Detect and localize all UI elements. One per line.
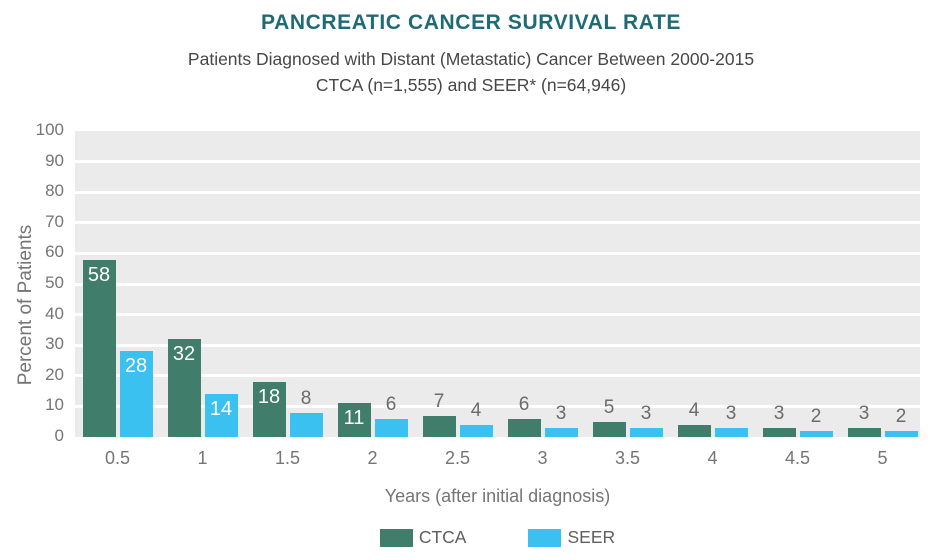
bar-seer-4 (714, 427, 748, 437)
gridline-90 (75, 160, 920, 164)
legend-label-ctca: CTCA (418, 527, 467, 547)
legend: CTCA SEER (75, 527, 920, 548)
y-tick-label-70: 70 (45, 211, 64, 231)
y-tick-label-80: 80 (45, 181, 64, 201)
bar-ctca-3.5 (592, 421, 626, 437)
x-tick-label-3: 3 (537, 448, 548, 468)
bar-seer-2.5 (459, 424, 493, 437)
x-tick-label-5: 5 (877, 448, 888, 468)
bar-value-label-ctca-4: 4 (688, 399, 700, 421)
chart-subtitle: Patients Diagnosed with Distant (Metasta… (0, 46, 942, 98)
y-tick-label-90: 90 (45, 150, 64, 170)
x-axis-label: Years (after initial diagnosis) (384, 486, 611, 506)
chart-subtitle-line-1: Patients Diagnosed with Distant (Metasta… (187, 49, 755, 69)
x-tick-label-4: 4 (707, 448, 718, 468)
bar-seer-1.5 (289, 412, 323, 437)
bar-value-label-seer-1: 14 (209, 398, 233, 421)
bar-ctca-1.5 (252, 381, 286, 437)
y-tick-label-10: 10 (45, 395, 64, 415)
bar-seer-3 (544, 427, 578, 437)
x-tick-label-0.5: 0.5 (104, 448, 131, 468)
legend-swatch-seer (528, 528, 562, 547)
gridline-60 (75, 251, 920, 255)
bar-value-label-ctca-2: 11 (343, 407, 365, 430)
y-tick-label-60: 60 (45, 242, 64, 262)
gridline-50 (75, 282, 920, 286)
chart-title: PANCREATIC CANCER SURVIVAL RATE (261, 11, 681, 34)
gridline-10 (75, 404, 920, 408)
bar-ctca-5 (847, 427, 881, 437)
bar-ctca-2 (337, 403, 371, 437)
plot-area: 58 28 32 14 18 8 11 6 7 4 6 3 5 3 4 3 3 2 3 2 (75, 131, 920, 437)
bar-ctca-1 (167, 339, 201, 437)
bar-value-label-ctca-3: 6 (518, 393, 530, 415)
bar-seer-4.5 (799, 430, 833, 437)
x-tick-label-3.5: 3.5 (614, 448, 641, 468)
gridline-20 (75, 374, 920, 378)
y-tick-label-20: 20 (45, 364, 64, 384)
legend-item-seer: SEER (528, 527, 615, 548)
y-tick-label-40: 40 (45, 303, 64, 323)
x-tick-label-2.5: 2.5 (444, 448, 471, 468)
bar-value-label-seer-1.5: 8 (300, 387, 312, 409)
bar-ctca-0.5 (82, 259, 116, 437)
gridline-40 (75, 313, 920, 317)
bar-value-label-seer-0.5: 28 (124, 355, 148, 378)
legend-item-ctca: CTCA (379, 527, 467, 548)
bar-value-label-ctca-1.5: 18 (257, 385, 281, 408)
chart-subtitle-line-2: CTCA (n=1,555) and SEER* (n=64,946) (315, 75, 627, 95)
bar-value-label-seer-2: 6 (385, 393, 397, 415)
bar-value-label-seer-3: 3 (555, 402, 567, 424)
legend-label-seer: SEER (567, 527, 616, 547)
legend-swatch-ctca (379, 528, 413, 547)
gridline-30 (75, 343, 920, 347)
y-tick-label-50: 50 (45, 273, 64, 292)
bar-value-label-seer-4.5: 2 (810, 405, 822, 427)
bar-ctca-4 (677, 424, 711, 437)
bar-value-label-ctca-5: 3 (858, 402, 870, 424)
y-tick-label-30: 30 (45, 334, 64, 354)
bar-value-label-seer-3.5: 3 (640, 402, 652, 424)
x-tick-label-1.5: 1.5 (274, 448, 301, 468)
bar-ctca-2.5 (422, 415, 456, 437)
bar-ctca-4.5 (762, 427, 796, 437)
bar-seer-5 (884, 430, 918, 437)
bar-value-label-ctca-3.5: 5 (603, 396, 615, 418)
bar-value-label-ctca-0.5: 58 (87, 263, 111, 286)
y-tick-label-0: 0 (54, 426, 64, 445)
x-tick-label-1: 1 (197, 448, 208, 468)
bar-value-label-ctca-1: 32 (172, 343, 196, 366)
bar-value-label-seer-4: 3 (725, 402, 737, 424)
x-tick-label-4.5: 4.5 (784, 448, 811, 468)
x-tick-label-2: 2 (367, 448, 378, 468)
bar-seer-2 (374, 418, 408, 437)
bar-seer-1 (204, 394, 238, 437)
bar-ctca-3 (507, 418, 541, 437)
bar-value-label-ctca-2.5: 7 (433, 390, 445, 412)
bar-seer-0.5 (119, 351, 153, 437)
y-tick-label-100: 100 (35, 120, 64, 139)
gridline-70 (75, 221, 920, 225)
bar-value-label-seer-5: 2 (895, 405, 907, 427)
bar-value-label-ctca-4.5: 3 (773, 402, 785, 424)
gridline-80 (75, 190, 920, 194)
bar-seer-3.5 (629, 427, 663, 437)
bar-value-label-seer-2.5: 4 (470, 399, 482, 421)
